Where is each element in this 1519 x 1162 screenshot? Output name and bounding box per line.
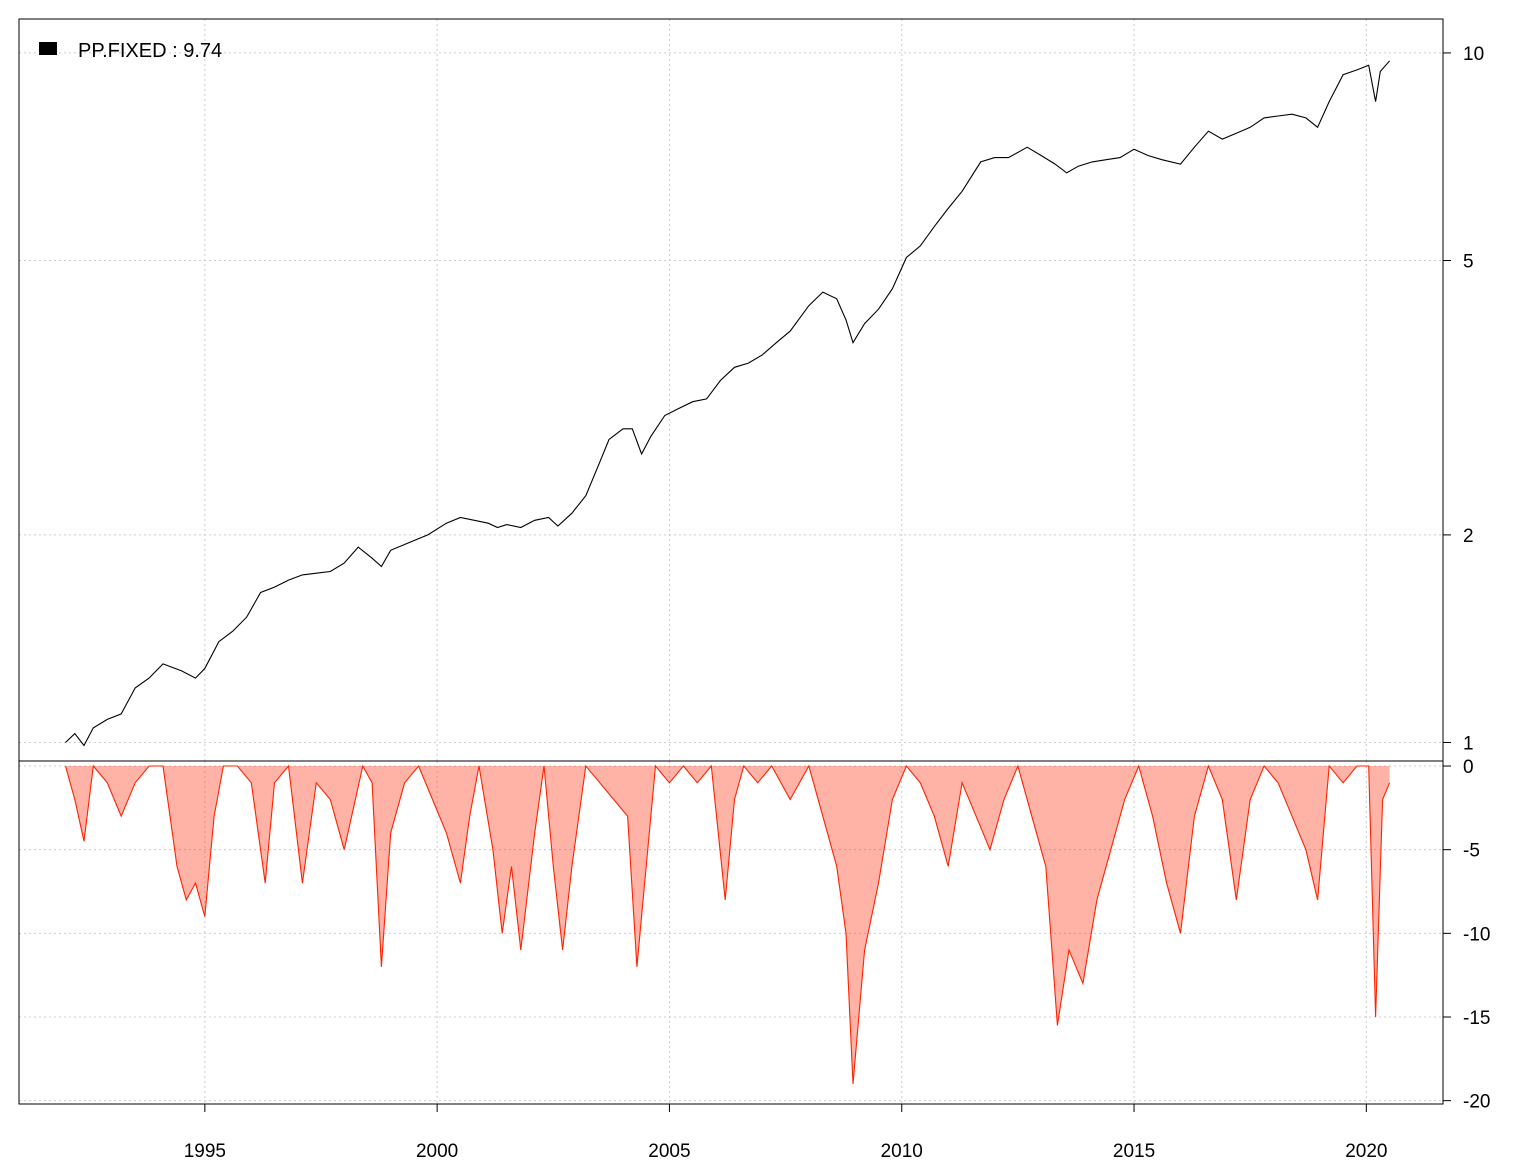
x-tick-label: 2020 — [1345, 1141, 1387, 1162]
top-grid — [19, 19, 1443, 761]
drawdown-line — [64, 764, 1391, 1084]
bottom-y-tick-label: -15 — [1463, 1008, 1490, 1029]
legend: PP.FIXED : 9.74 — [39, 40, 222, 62]
x-tick-label: 1995 — [184, 1141, 226, 1162]
x-axis: 1995 2000 2005 2010 2015 2020 — [184, 1104, 1387, 1162]
bottom-y-tick-label: -10 — [1463, 924, 1490, 945]
bottom-y-tick-label: 0 — [1463, 757, 1474, 778]
x-tick-label: 2010 — [881, 1141, 923, 1162]
x-tick-label: 2015 — [1113, 1141, 1155, 1162]
top-y-axis: 1 2 5 10 — [1443, 44, 1484, 754]
bottom-panel-frame — [18, 760, 1444, 1105]
x-tick-label: 2000 — [416, 1141, 458, 1162]
bottom-y-tick-label: -5 — [1463, 841, 1480, 862]
top-y-tick-label: 10 — [1463, 44, 1484, 65]
legend-swatch — [39, 42, 57, 55]
bottom-y-tick-label: -20 — [1463, 1092, 1490, 1113]
top-y-tick-label: 1 — [1463, 733, 1474, 754]
legend-label: PP.FIXED : 9.74 — [78, 40, 222, 62]
bottom-y-axis: 0 -5 -10 -15 -20 — [1443, 757, 1490, 1113]
bottom-panel: 0 -5 -10 -15 -20 1995 2000 2005 2010 2015 2020 — [18, 757, 1490, 1162]
x-tick-label: 2005 — [648, 1141, 690, 1162]
top-y-tick-label: 2 — [1463, 526, 1474, 547]
pp-fixed-line — [65, 60, 1391, 747]
top-panel: 1 2 5 10 PP.FIXED : 9.74 — [18, 18, 1484, 762]
top-y-tick-label: 5 — [1463, 252, 1474, 273]
bottom-grid — [19, 761, 1443, 1104]
drawdown-area — [65, 766, 1390, 1084]
